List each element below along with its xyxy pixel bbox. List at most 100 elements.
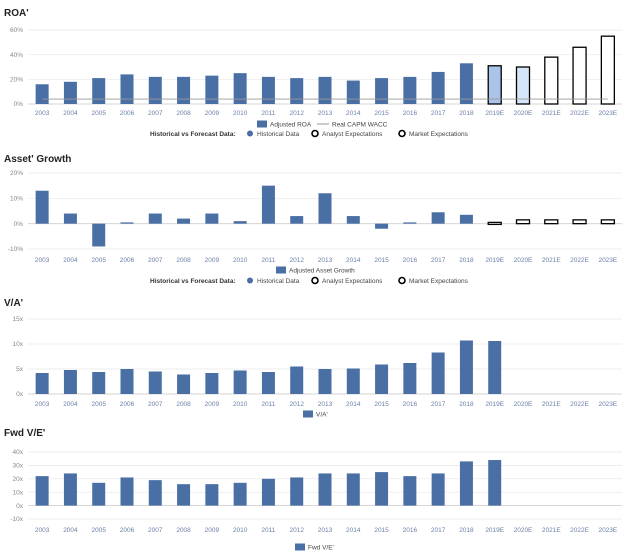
- x-tick-label: 2019E: [485, 110, 504, 117]
- y-tick-label: 20x: [13, 476, 24, 483]
- historical-bar: [63, 213, 77, 224]
- x-tick-label: 2014: [346, 401, 361, 408]
- x-tick-label: 2014: [346, 257, 361, 264]
- va-chart: 0x 5x 10x 15x 2003 2004 2005 2006 2007 2008 2009 20…: [13, 316, 622, 419]
- market-expectation-bar: [544, 219, 559, 225]
- x-tick-label: 2012: [289, 257, 304, 264]
- historical-legend-label: Historical Data: [257, 278, 300, 285]
- historical-bar: [346, 368, 360, 394]
- historical-bar: [92, 78, 106, 104]
- market-legend-label: Market Expectations: [409, 131, 469, 138]
- historical-bar: [290, 78, 304, 104]
- fwd-ve-title: Fwd V/E': [4, 428, 46, 439]
- historical-bar: [346, 216, 360, 224]
- market-expectation-bar: [572, 219, 587, 225]
- x-tick-label: 2021E: [542, 257, 561, 264]
- x-tick-label: 2021E: [542, 527, 561, 534]
- historical-bar: [431, 212, 445, 224]
- x-tick-label: 2003: [35, 110, 50, 117]
- x-tick-label: 2021E: [542, 110, 561, 117]
- historical-bar: [205, 373, 219, 394]
- analyst-legend-label: Analyst Expectations: [322, 278, 383, 285]
- x-tick-label: 2004: [63, 401, 78, 408]
- historical-bar: [375, 78, 389, 104]
- va-legend-label: V/A': [316, 412, 328, 419]
- historical-bar: [261, 478, 275, 506]
- market-legend-icon: [398, 276, 406, 285]
- historical-bar: [120, 74, 134, 104]
- x-tick-label: 2015: [374, 527, 389, 534]
- x-tick-label: 2018: [459, 401, 474, 408]
- historical-bar: [346, 473, 360, 506]
- x-tick-label: 2022E: [570, 110, 589, 117]
- roa-panel: ROA' 0% 20% 40% 60% 2003 2004 2005 2006 2007 2008…: [0, 0, 628, 140]
- x-tick-label: 2022E: [570, 401, 589, 408]
- market-legend-icon: [398, 129, 406, 138]
- historical-bar: [35, 84, 49, 104]
- historical-bar: [120, 222, 134, 224]
- analyst-legend-icon: [311, 129, 319, 138]
- roa-title: ROA': [4, 8, 29, 19]
- historical-bar: [63, 473, 77, 506]
- x-tick-label: 2009: [205, 110, 220, 117]
- x-tick-label: 2013: [318, 401, 333, 408]
- x-tick-label: 2009: [205, 401, 220, 408]
- va-title: V/A': [4, 298, 24, 309]
- x-tick-label: 2023E: [598, 257, 617, 264]
- historical-bar: [233, 221, 247, 224]
- x-tick-label: 2010: [233, 401, 248, 408]
- x-tick-label: 2006: [120, 110, 135, 117]
- x-tick-label: 2014: [346, 527, 361, 534]
- y-tick-label: 0%: [14, 221, 24, 228]
- x-tick-label: 2016: [403, 401, 418, 408]
- historical-bar: [290, 366, 304, 394]
- historical-bar: [233, 482, 247, 506]
- x-tick-label: 2005: [91, 401, 106, 408]
- y-tick-label: 0x: [16, 503, 24, 510]
- y-tick-label: 10x: [13, 489, 24, 496]
- x-tick-label: 2020E: [514, 401, 533, 408]
- x-tick-label: 2009: [205, 257, 220, 264]
- market-expectation-bar: [515, 66, 531, 105]
- historical-bar: [459, 461, 473, 506]
- historical-legend-icon: [247, 277, 253, 284]
- historical-bar: [63, 81, 77, 104]
- historical-bar: [403, 476, 417, 506]
- historical-bar: [290, 216, 304, 224]
- x-tick-label: 2016: [403, 527, 418, 534]
- x-tick-label: 2014: [346, 110, 361, 117]
- x-tick-label: 2015: [374, 257, 389, 264]
- x-tick-label: 2010: [233, 257, 248, 264]
- analyst-legend-label: Analyst Expectations: [322, 131, 383, 138]
- fwd-ve-chart: -10x 0x 10x 20x 30x 40x 2003 2004 2005 2006 2007 20…: [10, 449, 622, 552]
- x-tick-label: 2013: [318, 527, 333, 534]
- historical-bar: [318, 473, 332, 506]
- market-expectation-bar: [515, 219, 531, 225]
- x-tick-label: 2005: [91, 257, 106, 264]
- historical-bar: [403, 363, 417, 394]
- historical-bar: [92, 223, 106, 247]
- historical-bar: [35, 373, 49, 394]
- x-tick-label: 2019E: [485, 401, 504, 408]
- x-tick-label: 2008: [176, 401, 191, 408]
- y-tick-label: 40x: [13, 449, 24, 456]
- hvf-legend-label: Historical vs Forecast Data:: [150, 278, 236, 285]
- y-tick-label: 0%: [14, 101, 24, 108]
- asset-growth-legend-label: Adjusted Asset Growth: [289, 268, 355, 275]
- historical-bar: [205, 213, 219, 224]
- historical-bar: [261, 372, 275, 394]
- x-tick-label: 2011: [261, 110, 275, 117]
- x-tick-label: 2008: [176, 527, 191, 534]
- x-tick-label: 2019E: [485, 527, 504, 534]
- x-tick-label: 2011: [261, 527, 275, 534]
- x-tick-label: 2013: [318, 110, 333, 117]
- historical-bar: [120, 369, 134, 394]
- y-tick-label: 40%: [10, 52, 23, 59]
- x-tick-label: 2007: [148, 401, 163, 408]
- va-panel: V/A' 0x 5x 10x 15x 2003 2004 2005 2006 2007 2008 2…: [0, 292, 628, 422]
- x-tick-label: 2017: [431, 257, 446, 264]
- x-tick-label: 2023E: [598, 527, 617, 534]
- x-tick-label: 2006: [120, 401, 135, 408]
- fwd-ve-legend-icon: [295, 543, 305, 551]
- historical-bar: [261, 76, 275, 104]
